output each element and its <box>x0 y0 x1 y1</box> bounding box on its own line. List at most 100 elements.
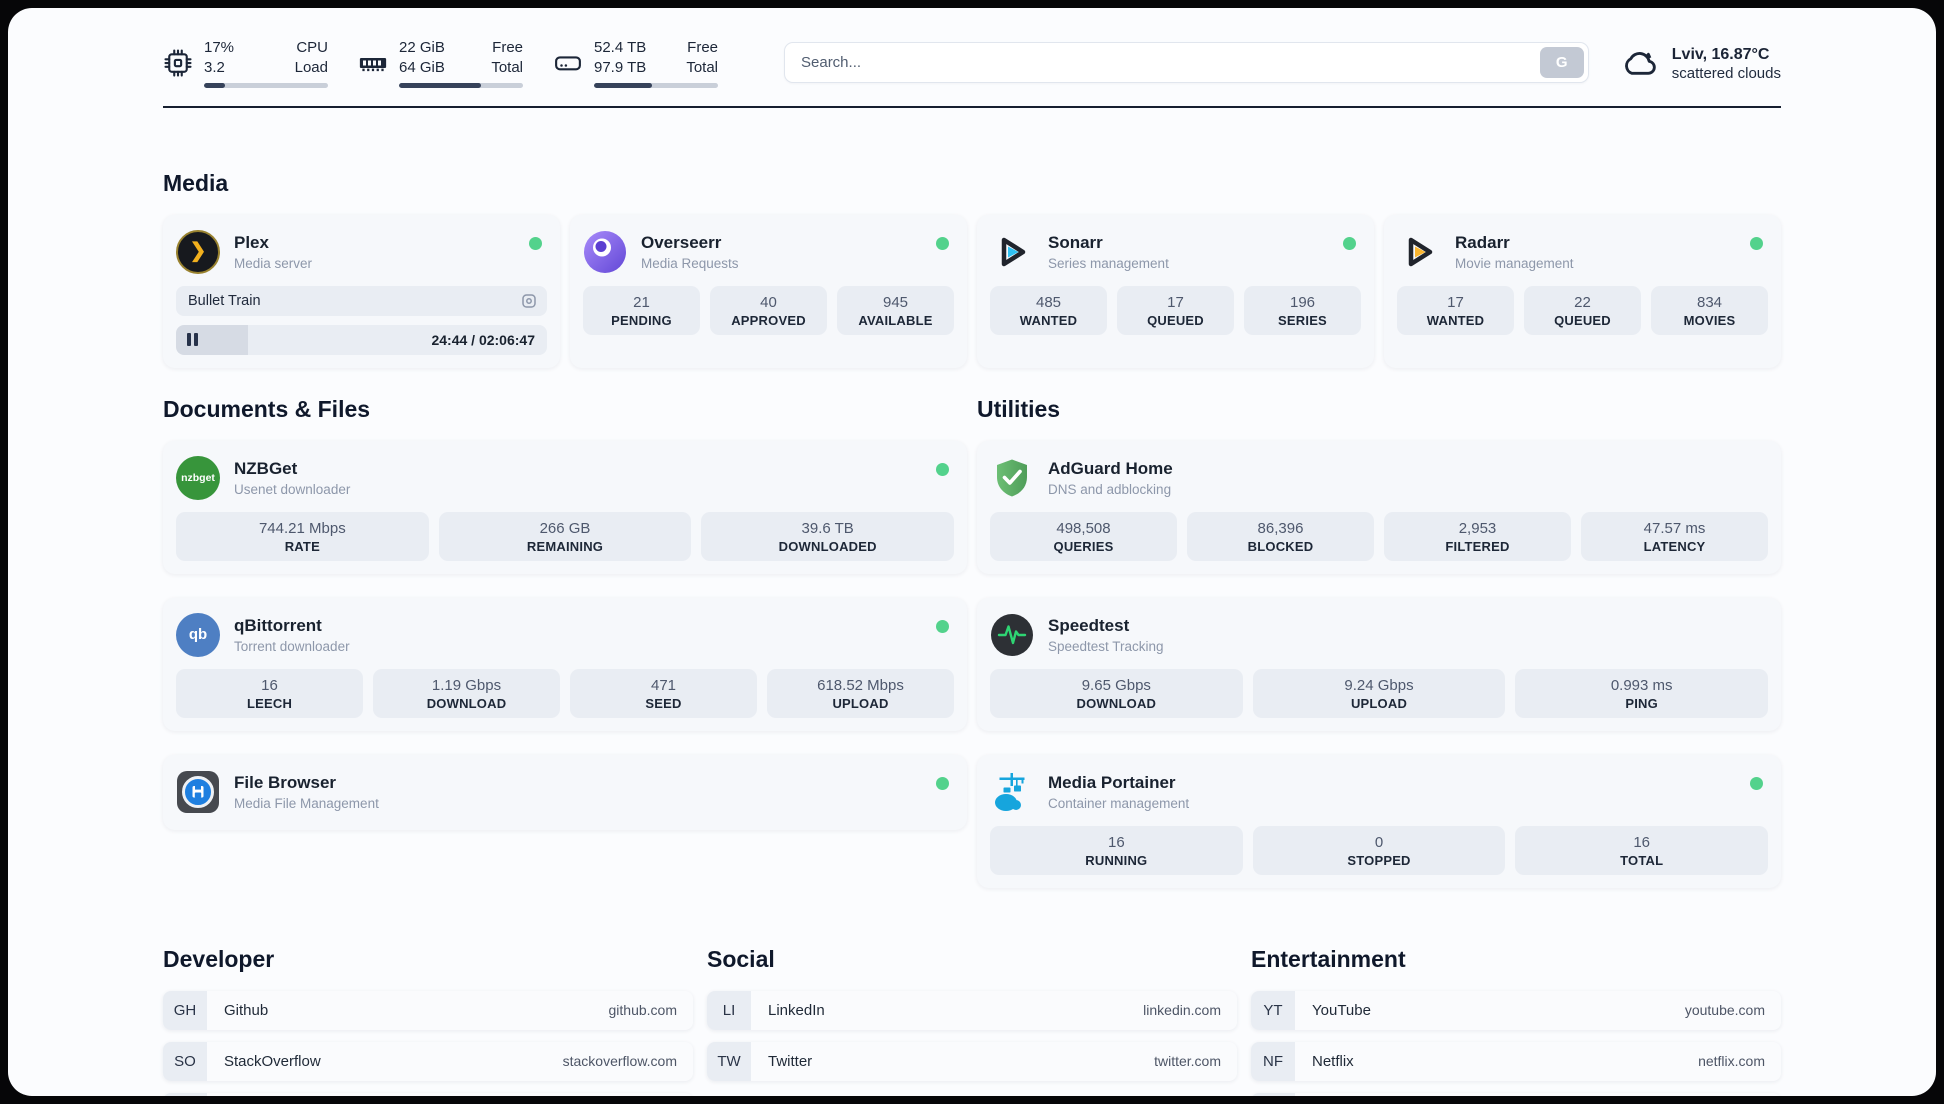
bookmark-group-developer: Developer GH Github github.com SO StackO… <box>163 946 693 1096</box>
bookmark-youtube[interactable]: YT YouTube youtube.com <box>1251 990 1781 1030</box>
stat-value: 9.24 Gbps <box>1344 676 1414 694</box>
stat-label: RATE <box>284 538 320 554</box>
bookmark-dev[interactable]: DT DEV dev.to <box>163 1092 693 1096</box>
stat-tile: 40 APPROVED <box>710 285 827 335</box>
search-engine-button[interactable]: G <box>1539 47 1584 79</box>
bookmark-reddit[interactable]: RE Reddit reddit.com <box>1251 1092 1781 1096</box>
now-playing-row: Bullet Train <box>176 285 547 316</box>
stat-tile: 1.19 Gbps DOWNLOAD <box>373 668 560 718</box>
app-description: Torrent downloader <box>234 638 350 654</box>
bookmark-twitter[interactable]: TW Twitter twitter.com <box>707 1041 1237 1081</box>
search-bar: G <box>784 42 1589 84</box>
section-title-developer: Developer <box>163 945 275 972</box>
app-description: DNS and adblocking <box>1048 481 1172 497</box>
sonarr-icon <box>990 230 1034 274</box>
stat-tile: 9.65 Gbps DOWNLOAD <box>990 668 1243 718</box>
bookmark-netflix[interactable]: NF Netflix netflix.com <box>1251 1041 1781 1081</box>
app-card-plex[interactable]: ❯ Plex Media server Bullet Train <box>163 214 560 368</box>
stat-label: DOWNLOADED <box>778 538 877 554</box>
stat-label: QUEUED <box>1554 312 1611 328</box>
bookmark-url: github.com <box>608 1002 677 1019</box>
cpu-widget: 17% 3.2 CPU Load <box>163 38 328 88</box>
section-title-documents: Documents & Files <box>163 395 371 422</box>
memory-free-label: Free <box>492 39 523 56</box>
stat-label: LEECH <box>246 695 293 711</box>
bookmark-abbr: DT <box>163 1092 207 1096</box>
bookmark-url: twitter.com <box>1154 1053 1221 1070</box>
pause-icon[interactable] <box>187 332 198 346</box>
status-online-dot <box>936 776 949 790</box>
stat-tile: 2,953 FILTERED <box>1384 511 1571 561</box>
status-online-dot <box>1343 236 1356 250</box>
app-name: File Browser <box>234 773 337 793</box>
disk-widget: 52.4 TB 97.9 TB Free Total <box>553 38 718 88</box>
stat-value: 22 <box>1574 293 1591 311</box>
stat-label: WANTED <box>1426 312 1485 328</box>
app-name: Sonarr <box>1048 233 1103 253</box>
search-input[interactable] <box>784 42 1589 84</box>
stat-label: RUNNING <box>1085 852 1148 868</box>
stat-tile: 0.993 ms PING <box>1515 668 1769 718</box>
bookmark-url: stackoverflow.com <box>562 1053 677 1070</box>
stat-value: 834 <box>1696 293 1723 311</box>
stat-label: BLOCKED <box>1247 538 1314 554</box>
app-card-sonarr[interactable]: Sonarr Series management 485 WANTED 17 Q… <box>977 214 1374 368</box>
app-card-speedtest[interactable]: Speedtest Speedtest Tracking 9.65 Gbps D… <box>977 597 1781 731</box>
stat-value: 266 GB <box>539 519 591 537</box>
stat-label: FILTERED <box>1445 538 1510 554</box>
stat-label: PING <box>1625 695 1658 711</box>
stat-value: 17 <box>1167 293 1184 311</box>
bookmark-url: youtube.com <box>1684 1002 1765 1019</box>
bookmark-name: LinkedIn <box>768 1001 825 1019</box>
app-card-portainer[interactable]: Media Portainer Container management 16 … <box>977 754 1781 888</box>
stat-tile: 485 WANTED <box>990 285 1107 335</box>
section-media: Media ❯ Plex Media server Bullet Train <box>163 170 1781 368</box>
cpu-progress-bar <box>204 82 328 88</box>
stat-label: UPLOAD <box>1350 695 1408 711</box>
bookmark-url: netflix.com <box>1698 1053 1765 1070</box>
portainer-icon <box>990 770 1034 814</box>
stat-tile: 47.57 ms LATENCY <box>1581 511 1768 561</box>
app-name: Overseerr <box>641 233 722 253</box>
stat-tile: 945 AVAILABLE <box>837 285 954 335</box>
status-online-dot <box>1750 776 1763 790</box>
cpu-label: CPU <box>296 39 328 56</box>
bookmark-name: StackOverflow <box>224 1052 321 1070</box>
stat-tile: 39.6 TB DOWNLOADED <box>701 511 955 561</box>
now-playing-session-icon[interactable] <box>521 293 537 309</box>
status-online-dot <box>529 236 542 250</box>
stat-label: SERIES <box>1278 312 1327 328</box>
app-description: Media Requests <box>641 255 739 271</box>
app-card-overseerr[interactable]: Overseerr Media Requests 21 PENDING 40 A… <box>570 214 967 368</box>
app-card-nzbget[interactable]: nzbget NZBGet Usenet downloader 744.21 M… <box>163 440 967 574</box>
bookmark-stackoverflow[interactable]: SO StackOverflow stackoverflow.com <box>163 1041 693 1081</box>
app-card-radarr[interactable]: Radarr Movie management 17 WANTED 22 QUE… <box>1384 214 1781 368</box>
app-description: Movie management <box>1455 255 1574 271</box>
bookmark-abbr: NF <box>1251 1041 1295 1081</box>
memory-widget: 22 GiB 64 GiB Free Total <box>358 38 523 88</box>
stat-value: 498,508 <box>1056 519 1111 537</box>
app-name: Media Portainer <box>1048 773 1176 793</box>
cpu-load-value: 3.2 <box>204 58 225 76</box>
bookmark-group-social: Social LI LinkedIn linkedin.com TW Twitt… <box>707 946 1237 1096</box>
bookmark-name: Netflix <box>1312 1052 1354 1070</box>
app-card-filebrowser[interactable]: File Browser Media File Management <box>163 754 967 830</box>
bookmark-github[interactable]: GH Github github.com <box>163 990 693 1030</box>
stat-value: 86,396 <box>1257 519 1304 537</box>
adguard-icon <box>990 456 1034 500</box>
app-card-adguard[interactable]: AdGuard Home DNS and adblocking 498,508 … <box>977 440 1781 574</box>
stat-value: 16 <box>1107 833 1125 851</box>
bookmark-abbr: YT <box>1251 990 1295 1030</box>
stat-tile: 196 SERIES <box>1244 285 1361 335</box>
stat-value: 39.6 TB <box>801 519 854 537</box>
app-card-qbittorrent[interactable]: qb qBittorrent Torrent downloader 16 LEE… <box>163 597 967 731</box>
bookmark-linkedin[interactable]: LI LinkedIn linkedin.com <box>707 990 1237 1030</box>
stat-value: 744.21 Mbps <box>258 519 346 537</box>
stat-value: 9.65 Gbps <box>1081 676 1151 694</box>
stat-label: WANTED <box>1019 312 1078 328</box>
filebrowser-icon <box>176 770 220 814</box>
stat-tile: 744.21 Mbps RATE <box>176 511 429 561</box>
playback-time: 24:44 / 02:06:47 <box>431 331 535 348</box>
stat-value: 40 <box>760 293 777 311</box>
stat-tile: 834 MOVIES <box>1651 285 1768 335</box>
